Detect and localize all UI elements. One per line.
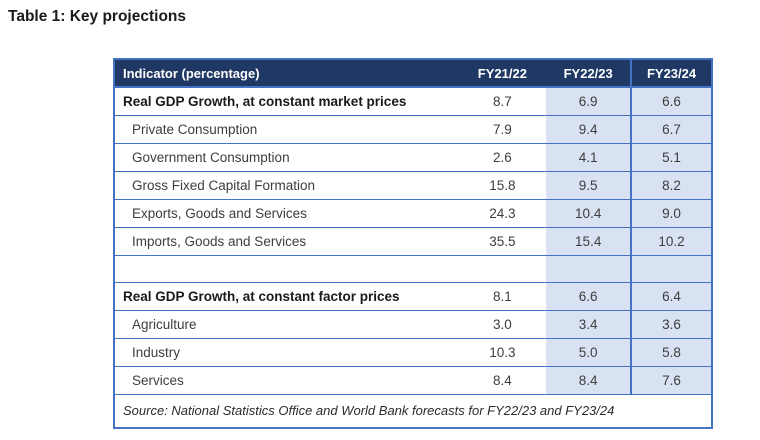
row-label: Real GDP Growth, at constant market pric…: [114, 87, 459, 116]
row-label: Real GDP Growth, at constant factor pric…: [114, 282, 459, 311]
projections-table: Indicator (percentage) FY21/22 FY22/23 F…: [113, 58, 713, 429]
cell-value: 10.2: [630, 227, 712, 256]
cell-value: 24.3: [458, 199, 547, 228]
cell-value: 3.4: [546, 310, 632, 339]
row-label: Agriculture: [114, 310, 459, 339]
column-header-fy21-22: FY21/22: [458, 59, 547, 88]
cell-value: 5.0: [546, 338, 632, 367]
table-row-imports: Imports, Goods and Services 35.5 15.4 10…: [114, 227, 712, 256]
cell-value: 4.1: [546, 143, 632, 172]
row-label: Services: [114, 366, 459, 395]
row-label: Imports, Goods and Services: [114, 227, 459, 256]
table-row-gross-fixed-capital-formation: Gross Fixed Capital Formation 15.8 9.5 8…: [114, 171, 712, 200]
cell-value: 8.7: [458, 87, 547, 116]
table-header-row: Indicator (percentage) FY21/22 FY22/23 F…: [114, 59, 712, 88]
row-label: Exports, Goods and Services: [114, 199, 459, 228]
cell-value: 6.6: [630, 87, 712, 116]
cell-value: 35.5: [458, 227, 547, 256]
cell-value: [630, 255, 712, 283]
column-header-fy22-23: FY22/23: [546, 59, 632, 88]
table-row-spacer: [114, 255, 712, 283]
source-note: Source: National Statistics Office and W…: [114, 394, 712, 429]
cell-value: 3.6: [630, 310, 712, 339]
cell-value: 6.9: [546, 87, 632, 116]
cell-value: 3.0: [458, 310, 547, 339]
cell-value: 9.5: [546, 171, 632, 200]
table-row-industry: Industry 10.3 5.0 5.8: [114, 338, 712, 367]
table-row-services: Services 8.4 8.4 7.6: [114, 366, 712, 395]
cell-value: 5.8: [630, 338, 712, 367]
cell-value: 7.9: [458, 115, 547, 144]
column-header-fy23-24: FY23/24: [630, 59, 712, 88]
page-title: Table 1: Key projections: [8, 8, 187, 25]
row-label: Private Consumption: [114, 115, 459, 144]
table-row-real-gdp-market-prices: Real GDP Growth, at constant market pric…: [114, 87, 712, 116]
table-row-government-consumption: Government Consumption 2.6 4.1 5.1: [114, 143, 712, 172]
row-label: [114, 255, 459, 283]
table-row-private-consumption: Private Consumption 7.9 9.4 6.7: [114, 115, 712, 144]
cell-value: 6.4: [630, 282, 712, 311]
cell-value: 6.7: [630, 115, 712, 144]
cell-value: 6.6: [546, 282, 632, 311]
cell-value: 15.8: [458, 171, 547, 200]
row-label: Government Consumption: [114, 143, 459, 172]
cell-value: 10.4: [546, 199, 632, 228]
table-row-agriculture: Agriculture 3.0 3.4 3.6: [114, 310, 712, 339]
cell-value: [546, 255, 632, 283]
cell-value: 9.0: [630, 199, 712, 228]
row-label: Gross Fixed Capital Formation: [114, 171, 459, 200]
cell-value: 8.4: [546, 366, 632, 395]
cell-value: 2.6: [458, 143, 547, 172]
cell-value: 15.4: [546, 227, 632, 256]
cell-value: 10.3: [458, 338, 547, 367]
cell-value: 8.2: [630, 171, 712, 200]
table-row-exports: Exports, Goods and Services 24.3 10.4 9.…: [114, 199, 712, 228]
cell-value: 8.4: [458, 366, 547, 395]
cell-value: [458, 255, 547, 283]
cell-value: 5.1: [630, 143, 712, 172]
cell-value: 8.1: [458, 282, 547, 311]
source-row: Source: National Statistics Office and W…: [114, 394, 712, 429]
column-header-indicator: Indicator (percentage): [114, 59, 459, 88]
row-label: Industry: [114, 338, 459, 367]
cell-value: 9.4: [546, 115, 632, 144]
table-row-real-gdp-factor-prices: Real GDP Growth, at constant factor pric…: [114, 282, 712, 311]
cell-value: 7.6: [630, 366, 712, 395]
